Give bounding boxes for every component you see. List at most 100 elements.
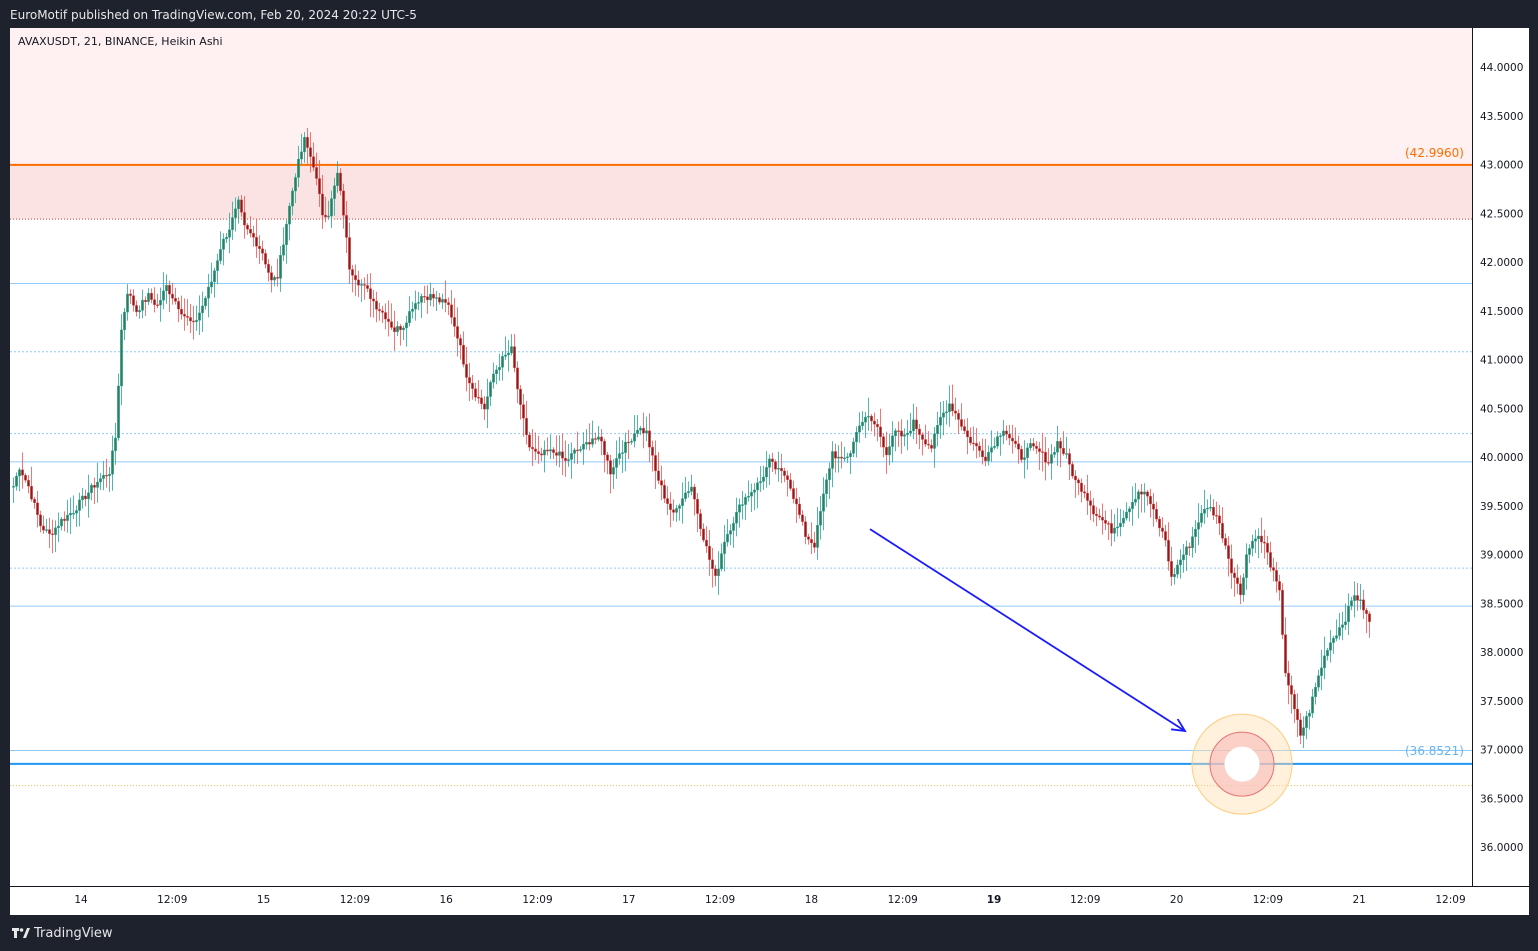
candle	[456, 307, 459, 357]
candle	[723, 525, 726, 572]
candle	[405, 315, 408, 347]
candle	[114, 422, 117, 465]
candle	[720, 543, 723, 572]
candle	[279, 246, 282, 292]
candle-body	[75, 510, 78, 514]
candle-body	[288, 205, 291, 225]
candle	[369, 272, 372, 318]
candle-body	[963, 426, 966, 432]
candle-body	[1119, 522, 1122, 528]
candle-body	[1125, 511, 1128, 519]
candle	[1236, 564, 1239, 594]
candle	[108, 467, 111, 492]
candle	[426, 285, 429, 314]
candle-body	[96, 481, 99, 488]
candle	[1008, 424, 1011, 446]
candle	[258, 235, 261, 265]
candle	[663, 479, 666, 504]
candle-body	[291, 190, 294, 207]
candle-body	[1161, 527, 1164, 532]
candle-body	[729, 530, 732, 535]
candle	[1050, 444, 1053, 480]
candle-body	[1065, 453, 1068, 455]
candle	[465, 346, 468, 392]
candle	[855, 426, 858, 458]
candle	[15, 472, 18, 491]
candle	[1071, 461, 1074, 479]
candle-body	[12, 486, 15, 488]
candle-body	[1098, 515, 1101, 518]
candle	[957, 409, 960, 434]
candle-body	[849, 453, 852, 457]
resistance-price-label: (42.9960)	[1405, 146, 1464, 160]
candle	[954, 397, 957, 420]
candle	[45, 518, 48, 533]
candle-body	[537, 451, 540, 454]
price-tick-label: 36.5000	[1480, 793, 1523, 805]
candle	[1197, 503, 1200, 546]
candle-body	[615, 458, 618, 468]
time-tick-label: 12:09	[157, 894, 187, 906]
candle	[309, 132, 312, 173]
candle-body	[1173, 574, 1176, 577]
candle-body	[234, 208, 237, 218]
candle-body	[1203, 508, 1206, 514]
candle	[1356, 583, 1359, 611]
candle-body	[750, 492, 753, 497]
candle-body	[1026, 447, 1029, 458]
candle	[738, 498, 741, 528]
candle-body	[798, 503, 801, 516]
chart-frame[interactable]: 44.0000 43.5000 43.0000 42.5000 42.0000 41.50…	[10, 28, 1529, 915]
candle	[525, 400, 528, 445]
candle-body	[1212, 507, 1215, 516]
price-chart[interactable]: 44.0000 43.5000 43.0000 42.5000 42.0000 41.50…	[10, 28, 1529, 915]
candle	[138, 305, 141, 319]
candle	[165, 274, 168, 304]
candle-body	[1359, 599, 1362, 601]
candle	[891, 421, 894, 463]
candle	[1230, 544, 1233, 589]
candle	[42, 515, 45, 534]
candle	[696, 492, 699, 533]
candle-body	[1002, 430, 1005, 436]
candle	[1221, 507, 1224, 543]
candle	[558, 435, 561, 468]
candle-body	[753, 489, 756, 493]
candle-body	[507, 352, 510, 356]
candle-body	[1290, 685, 1293, 695]
candle	[1041, 432, 1044, 472]
candle-body	[189, 317, 192, 322]
candle	[903, 428, 906, 447]
candle-body	[861, 421, 864, 427]
candle-body	[885, 447, 888, 456]
candle-body	[837, 456, 840, 459]
candle	[285, 219, 288, 264]
candle	[687, 481, 690, 498]
candle-body	[774, 461, 777, 470]
candle	[195, 305, 198, 331]
candle	[300, 133, 303, 164]
candle	[897, 421, 900, 447]
time-tick-label: 12:09	[888, 894, 918, 906]
candle-body	[126, 293, 129, 313]
candle	[528, 431, 531, 452]
candle-body	[444, 299, 447, 303]
candle-body	[792, 488, 795, 500]
candle-body	[1155, 509, 1158, 520]
candle-body	[180, 308, 183, 315]
time-tick-label: 17	[622, 894, 635, 906]
tradingview-logo[interactable]: TradingView	[12, 926, 113, 941]
candle	[846, 452, 849, 463]
candle-body	[78, 499, 81, 511]
candle-body	[336, 172, 339, 186]
candle	[420, 293, 423, 318]
candle-body	[663, 485, 666, 499]
candle	[777, 451, 780, 482]
candle-body	[741, 504, 744, 506]
candle-body	[390, 321, 393, 328]
candle	[225, 232, 228, 244]
candle-body	[321, 193, 324, 216]
candle	[699, 508, 702, 537]
candle	[1188, 542, 1191, 556]
candle-body	[759, 481, 762, 484]
